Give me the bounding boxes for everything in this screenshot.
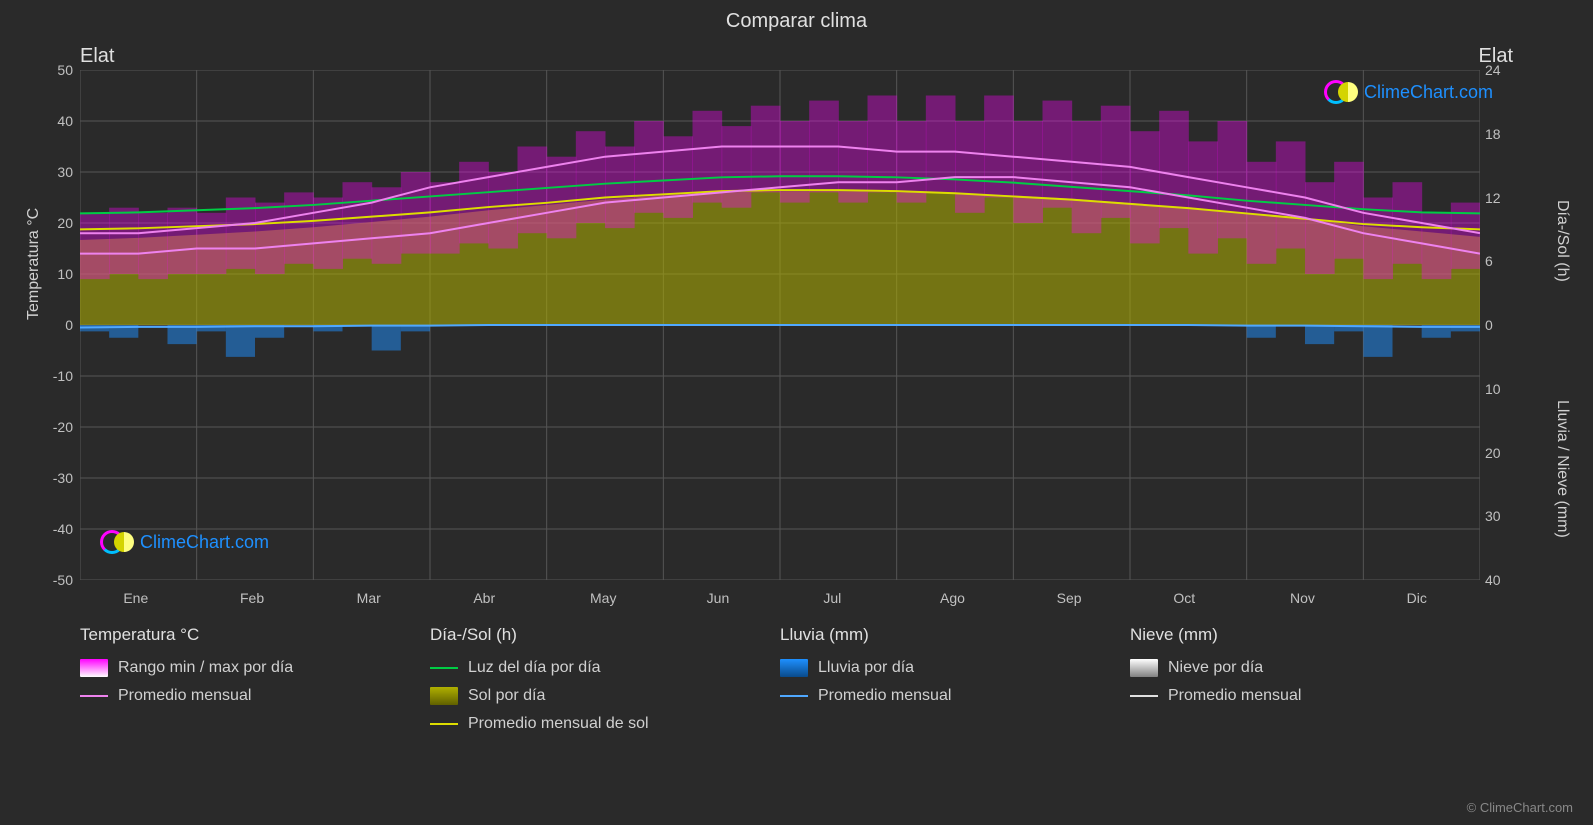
month-label: Sep <box>1057 590 1082 606</box>
month-label: Feb <box>240 590 264 606</box>
legend-label: Nieve por día <box>1168 659 1263 677</box>
y-right-hours-tick: 0 <box>1485 317 1493 333</box>
legend-label: Promedio mensual <box>118 687 251 705</box>
legend-label: Promedio mensual <box>1168 687 1301 705</box>
y-left-tick: 50 <box>23 62 73 78</box>
y-left-tick: 10 <box>23 266 73 282</box>
y-right-mm-tick: 10 <box>1485 381 1501 397</box>
month-label: May <box>590 590 616 606</box>
legend-item: Promedio mensual de sol <box>430 715 780 733</box>
legend-group: Día-/Sol (h) Luz del día por día Sol por d… <box>430 625 780 743</box>
legend-label: Promedio mensual de sol <box>468 715 649 733</box>
y-axis-right-bottom-label: Lluvia / Nieve (mm) <box>1553 400 1571 538</box>
legend-marker <box>80 695 108 697</box>
legend-marker <box>430 723 458 725</box>
month-label: Mar <box>357 590 381 606</box>
month-label: Nov <box>1290 590 1315 606</box>
y-left-tick: -10 <box>23 368 73 384</box>
legend-group-title: Temperatura °C <box>80 625 430 645</box>
legend: Temperatura °C Rango min / max por día Pro… <box>80 625 1480 743</box>
legend-marker <box>780 695 808 697</box>
legend-item: Rango min / max por día <box>80 659 430 677</box>
legend-group: Lluvia (mm) Lluvia por día Promedio mensua… <box>780 625 1130 743</box>
y-left-tick: -30 <box>23 470 73 486</box>
legend-item: Luz del día por día <box>430 659 780 677</box>
y-left-tick: -20 <box>23 419 73 435</box>
y-left-tick: 20 <box>23 215 73 231</box>
logo-sun-icon <box>114 532 134 552</box>
plot-area <box>80 70 1480 580</box>
y-axis-right-top-label: Día-/Sol (h) <box>1553 200 1571 282</box>
legend-group: Temperatura °C Rango min / max por día Pro… <box>80 625 430 743</box>
legend-group: Nieve (mm) Nieve por día Promedio mensual <box>1130 625 1480 743</box>
y-left-tick: 40 <box>23 113 73 129</box>
legend-item: Promedio mensual <box>780 687 1130 705</box>
legend-marker <box>430 667 458 669</box>
legend-item: Nieve por día <box>1130 659 1480 677</box>
legend-item: Promedio mensual <box>80 687 430 705</box>
legend-marker <box>1130 659 1158 677</box>
legend-item: Lluvia por día <box>780 659 1130 677</box>
month-label: Jun <box>707 590 730 606</box>
legend-item: Sol por día <box>430 687 780 705</box>
y-left-tick: -50 <box>23 572 73 588</box>
location-label-left: Elat <box>80 45 114 68</box>
legend-group-title: Nieve (mm) <box>1130 625 1480 645</box>
month-label: Dic <box>1407 590 1427 606</box>
copyright: © ClimeChart.com <box>1467 800 1573 815</box>
legend-marker <box>430 687 458 705</box>
legend-item: Promedio mensual <box>1130 687 1480 705</box>
legend-label: Lluvia por día <box>818 659 914 677</box>
month-label: Jul <box>823 590 841 606</box>
y-right-mm-tick: 20 <box>1485 445 1501 461</box>
chart-title: Comparar clima <box>0 0 1593 33</box>
legend-group-title: Día-/Sol (h) <box>430 625 780 645</box>
watermark-text: ClimeChart.com <box>140 532 269 553</box>
y-right-hours-tick: 24 <box>1485 62 1501 78</box>
logo-sun-icon <box>1338 82 1358 102</box>
month-label: Ago <box>940 590 965 606</box>
watermark-text: ClimeChart.com <box>1364 82 1493 103</box>
y-right-mm-tick: 30 <box>1485 508 1501 524</box>
y-right-mm-tick: 40 <box>1485 572 1501 588</box>
y-right-hours-tick: 12 <box>1485 190 1501 206</box>
month-label: Abr <box>473 590 495 606</box>
y-left-tick: 30 <box>23 164 73 180</box>
legend-marker <box>780 659 808 677</box>
y-left-tick: -40 <box>23 521 73 537</box>
legend-label: Sol por día <box>468 687 545 705</box>
watermark-top: ClimeChart.com <box>1324 80 1493 104</box>
legend-label: Luz del día por día <box>468 659 601 677</box>
month-label: Oct <box>1173 590 1195 606</box>
plot-svg <box>80 70 1480 580</box>
legend-label: Rango min / max por día <box>118 659 293 677</box>
legend-label: Promedio mensual <box>818 687 951 705</box>
month-label: Ene <box>123 590 148 606</box>
y-right-hours-tick: 18 <box>1485 126 1501 142</box>
legend-marker <box>80 659 108 677</box>
watermark-bottom: ClimeChart.com <box>100 530 269 554</box>
legend-group-title: Lluvia (mm) <box>780 625 1130 645</box>
legend-marker <box>1130 695 1158 697</box>
y-left-tick: 0 <box>23 317 73 333</box>
y-right-hours-tick: 6 <box>1485 253 1493 269</box>
